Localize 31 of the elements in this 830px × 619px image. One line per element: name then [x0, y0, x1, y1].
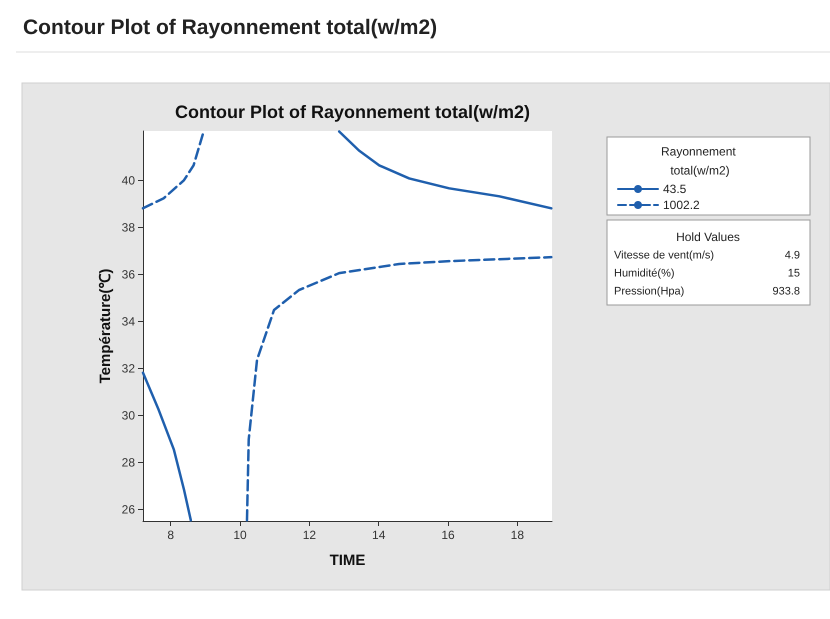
y-tick-label: 40: [122, 173, 136, 188]
chart-title: Contour Plot of Rayonnement total(w/m2): [175, 102, 530, 122]
x-tick-label: 8: [167, 528, 174, 542]
text: Humidité(%): [614, 268, 675, 280]
x-tick-label: 14: [372, 528, 386, 542]
legend-label: 1002.2: [663, 198, 700, 212]
y-tick-label: 26: [122, 502, 136, 516]
y-tick-label: 34: [122, 314, 136, 328]
x-tick-label: 18: [510, 528, 524, 542]
text: Pression(Hpa): [614, 286, 684, 298]
legend-label: 43.5: [663, 182, 687, 196]
y-axis-title: Température(℃): [97, 268, 114, 384]
line-series: [246, 256, 553, 522]
line-series: [142, 372, 192, 522]
text: Hold Values: [676, 230, 740, 244]
chart-subtitle: Contour Plot of Rayonnement total(w/m2): [23, 16, 438, 39]
x-axis-title: TIME: [330, 552, 366, 569]
y-tick-label: 30: [122, 408, 136, 422]
y-tick-label: 36: [122, 267, 136, 282]
y-tick-label: 32: [122, 361, 136, 376]
text: Vitesse de vent(m/s): [614, 250, 714, 262]
line-series: [338, 130, 553, 210]
x-tick-label: 16: [441, 528, 456, 542]
text: 4.9: [784, 250, 800, 262]
legend-title: Rayonnement total(w/m2): [660, 144, 740, 178]
text: 15: [788, 268, 800, 280]
y-tick-label: 38: [122, 220, 136, 234]
text: 933.8: [772, 286, 800, 298]
y-tick-label: 28: [122, 455, 136, 470]
x-tick-label: 10: [233, 528, 248, 542]
x-tick-label: 12: [302, 528, 316, 542]
